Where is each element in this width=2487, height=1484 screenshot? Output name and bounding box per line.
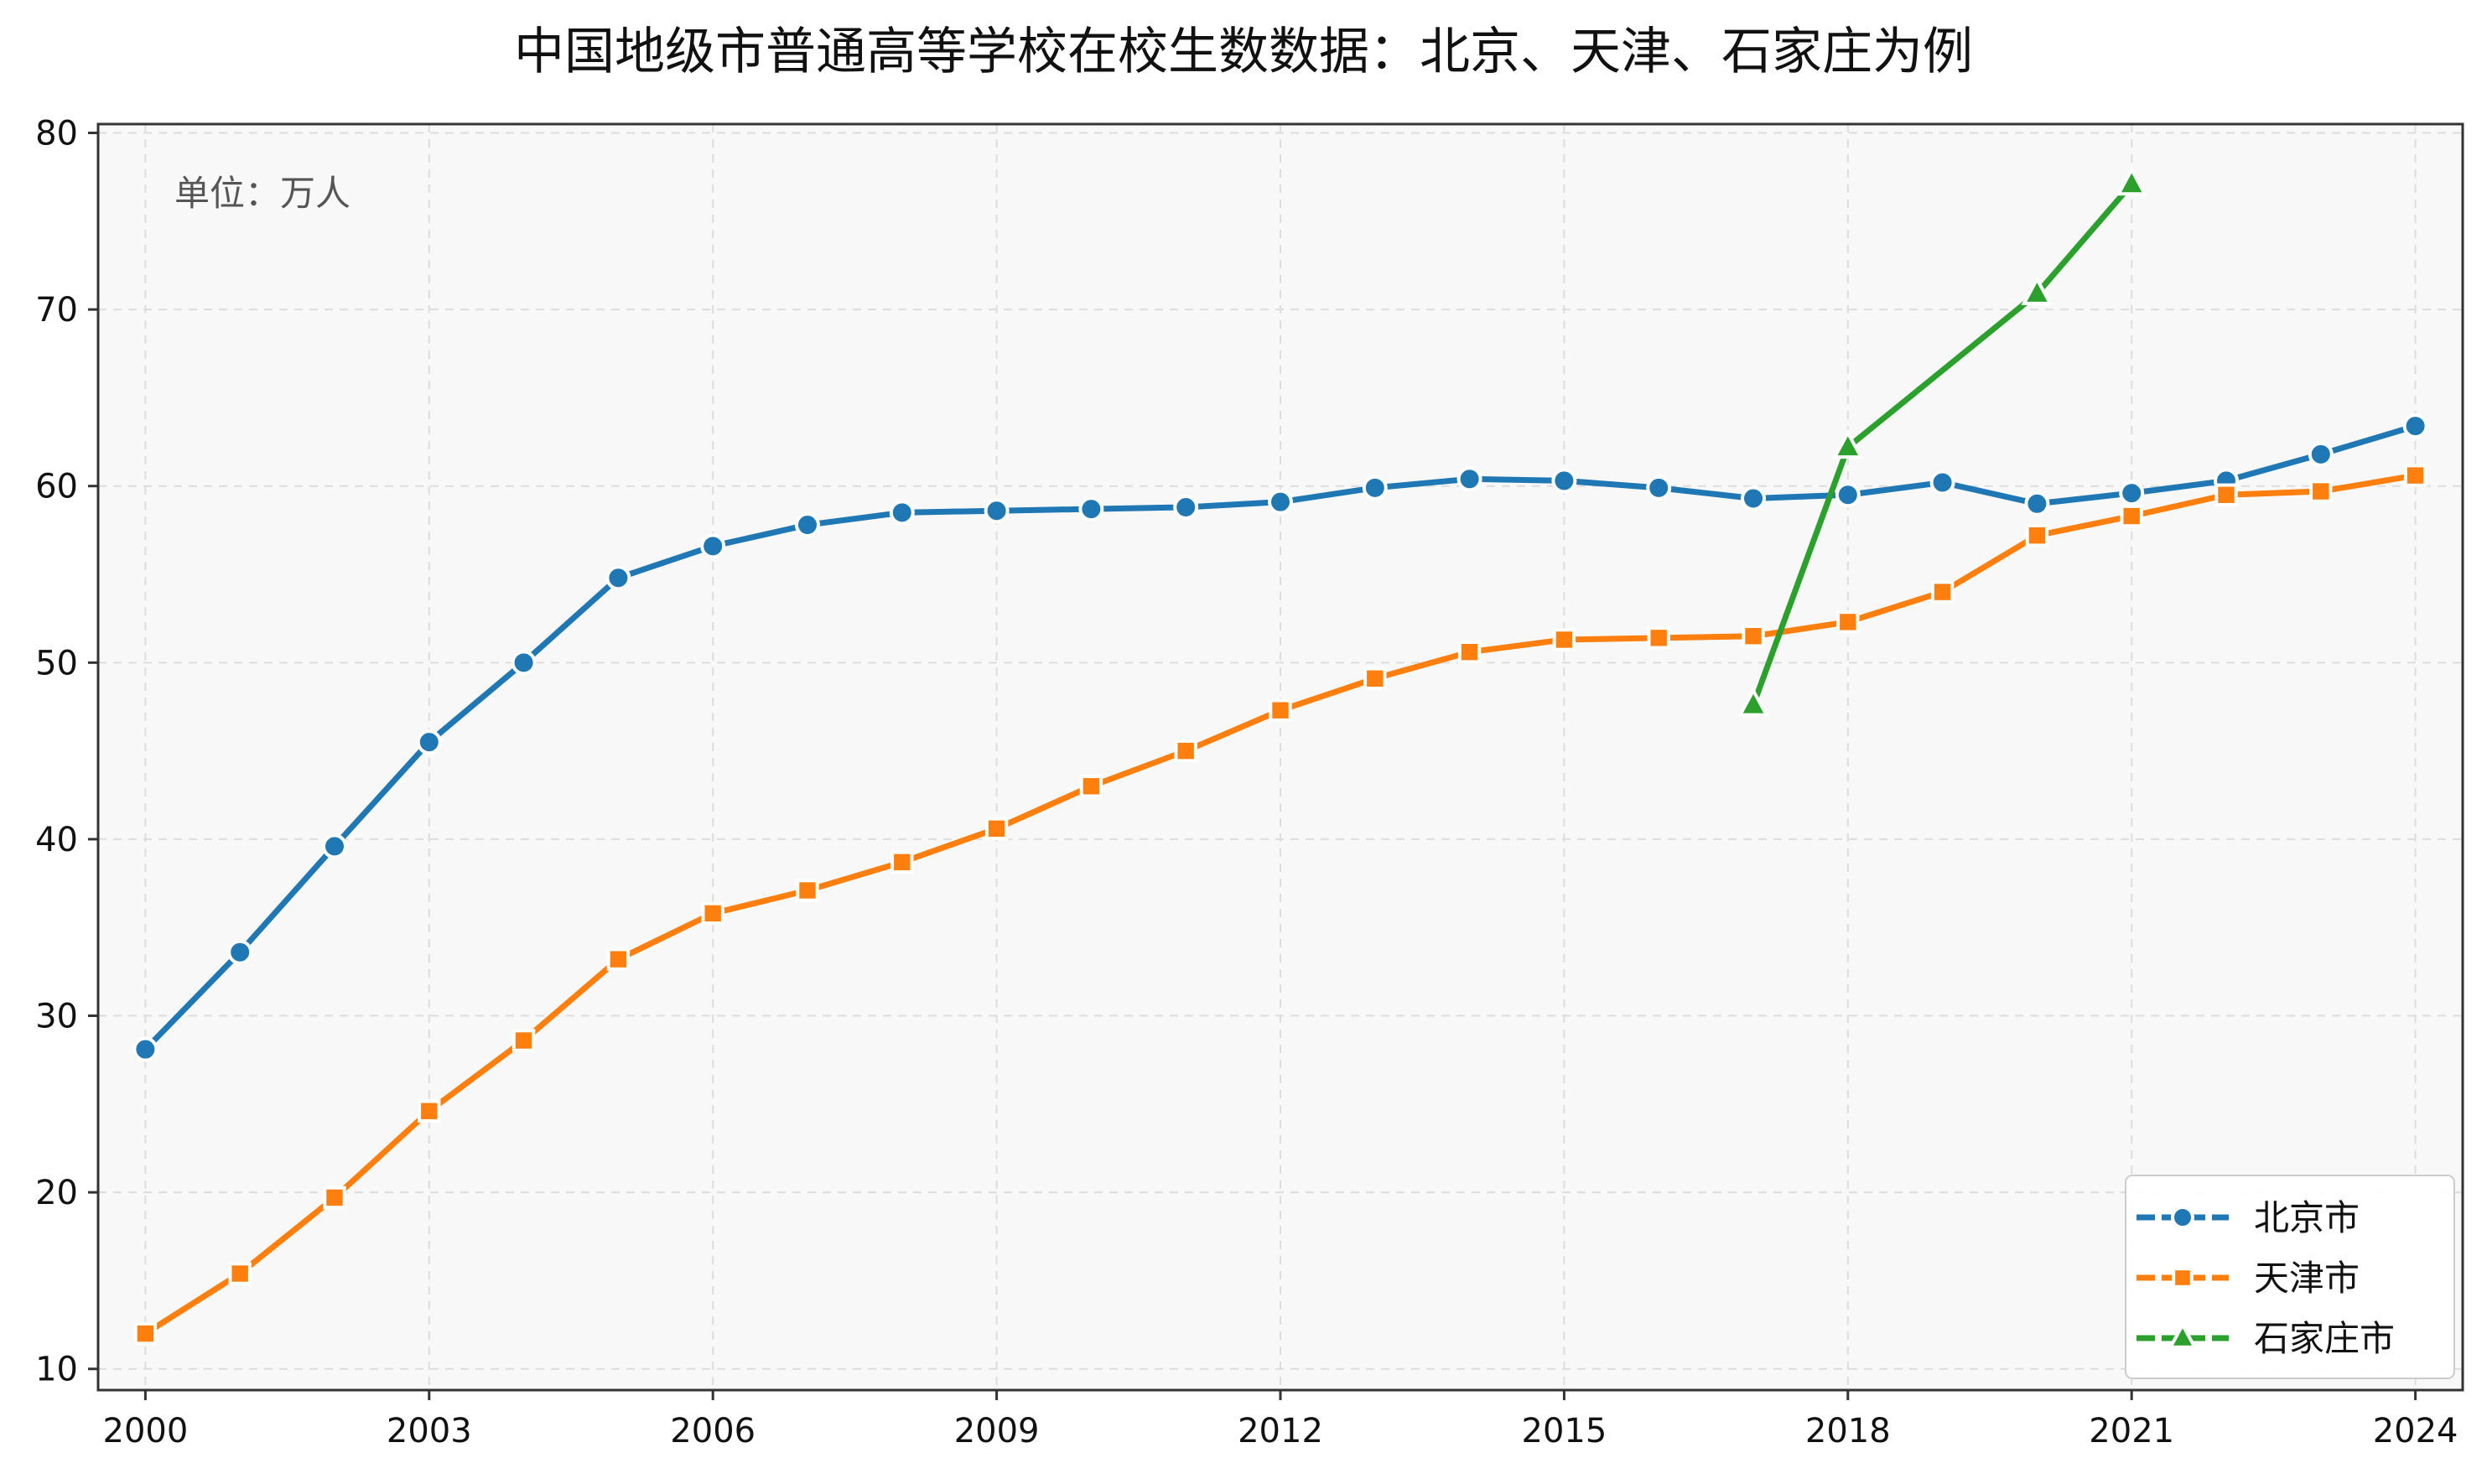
data-point: [511, 650, 537, 676]
data-point: [2403, 464, 2427, 487]
data-point: [1174, 739, 1197, 763]
data-point: [1835, 482, 1861, 508]
data-point: [890, 850, 914, 874]
legend-label: 北京市: [2254, 1197, 2360, 1238]
x-tick-label: 2006: [670, 1412, 755, 1450]
data-point: [1363, 667, 1387, 690]
x-tick-label: 2009: [954, 1412, 1040, 1450]
data-point: [700, 533, 726, 559]
data-point: [2308, 441, 2334, 467]
legend-marker: [2172, 1267, 2194, 1289]
series-1: [133, 464, 2427, 1346]
data-point: [322, 833, 347, 859]
x-tick-label: 2000: [103, 1412, 189, 1450]
series-line: [1750, 181, 2135, 708]
x-tick-label: 2021: [2089, 1412, 2174, 1450]
data-point: [796, 879, 819, 902]
x-tick-label: 2012: [1238, 1412, 1323, 1450]
series-2: [1737, 166, 2148, 717]
data-point: [1269, 698, 1292, 722]
data-point: [2214, 483, 2238, 506]
data-point: [1551, 468, 1577, 494]
data-point: [1078, 496, 1104, 522]
data-point: [2116, 166, 2148, 196]
legend-label: 天津市: [2254, 1258, 2360, 1299]
x-tick-label: 2003: [387, 1412, 472, 1450]
data-point: [1929, 470, 1955, 496]
y-tick-label: 10: [35, 1351, 78, 1389]
data-point: [1831, 429, 1864, 459]
data-point: [984, 817, 1009, 840]
grid-lines: [98, 124, 2463, 1390]
axis-ticks: 2000 2003 2006 2009 2012 2015 2018 2021 2024 10 20…: [35, 115, 2458, 1450]
data-point: [132, 1036, 158, 1062]
y-tick-label: 40: [35, 821, 78, 859]
unit-annotation: 单位：万人: [174, 173, 350, 214]
data-point: [795, 512, 820, 538]
data-point: [2402, 413, 2428, 439]
data-point: [1362, 475, 1388, 501]
data-point: [889, 500, 915, 526]
data-point: [416, 729, 442, 755]
data-point: [133, 1321, 158, 1346]
legend-box: [2125, 1175, 2455, 1379]
data-point: [605, 565, 631, 591]
data-point: [1457, 640, 1482, 664]
y-tick-label: 60: [35, 468, 78, 506]
data-point: [511, 1029, 536, 1052]
data-point: [1646, 475, 1672, 501]
y-tick-label: 20: [35, 1174, 78, 1212]
data-point: [1930, 580, 1955, 604]
data-point: [228, 1262, 252, 1285]
data-point: [1552, 628, 1576, 651]
data-point: [227, 939, 253, 965]
data-point: [1456, 466, 1482, 492]
data-point: [984, 498, 1010, 524]
series-0: [132, 413, 2428, 1062]
data-point: [1079, 775, 1103, 798]
data-point: [2021, 275, 2053, 305]
legend-label: 石家庄市: [2254, 1318, 2395, 1359]
plot-area: [98, 124, 2463, 1390]
data-point: [418, 1099, 441, 1123]
y-tick-label: 80: [35, 115, 78, 153]
y-tick-label: 70: [35, 291, 78, 329]
data-point: [1268, 489, 1293, 515]
data-point: [701, 901, 724, 926]
data-point: [1836, 610, 1860, 634]
legend-marker: [2168, 1321, 2198, 1349]
chart-title: 中国地级市普通高等学校在校生数数据：北京、天津、石家庄为例: [514, 23, 1973, 81]
series-layer: [132, 166, 2428, 1346]
data-point: [2119, 480, 2145, 506]
data-point: [323, 1186, 346, 1210]
data-point: [1173, 495, 1199, 521]
data-point: [2309, 480, 2333, 503]
data-point: [1741, 485, 1766, 511]
data-point: [606, 947, 631, 971]
data-point: [2024, 490, 2050, 516]
x-tick-label: 2024: [2373, 1412, 2458, 1450]
data-point: [1742, 625, 1765, 648]
y-tick-label: 30: [35, 998, 78, 1036]
y-tick-label: 50: [35, 644, 78, 682]
legend-marker: [2171, 1206, 2194, 1229]
x-tick-label: 2015: [1522, 1412, 1607, 1450]
data-point: [2120, 504, 2143, 528]
data-point: [1647, 626, 1670, 650]
data-point: [2025, 523, 2049, 547]
x-tick-label: 2018: [1805, 1412, 1891, 1450]
data-point: [1737, 687, 1769, 717]
